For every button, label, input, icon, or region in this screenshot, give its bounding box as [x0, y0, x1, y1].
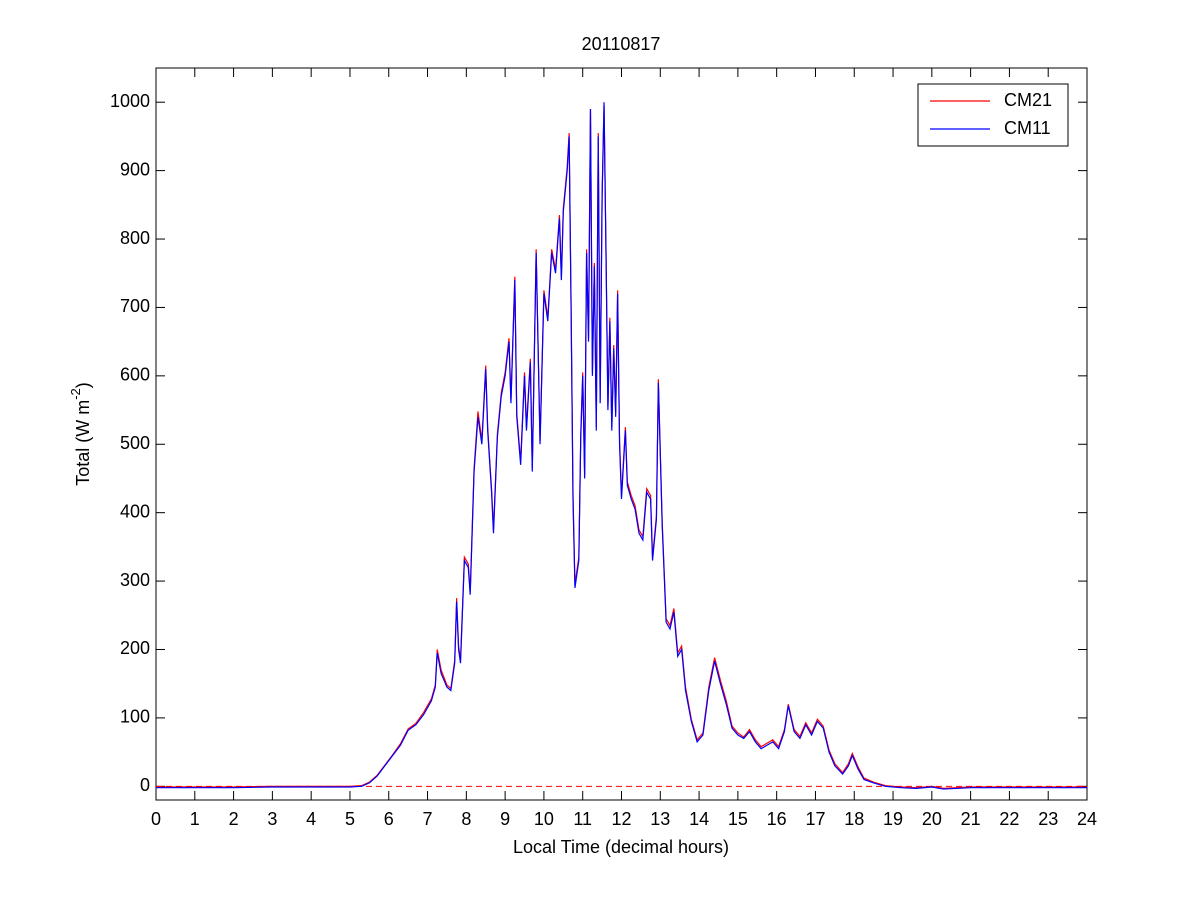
y-tick-label: 800 — [120, 228, 150, 248]
x-tick-label: 12 — [611, 809, 631, 829]
x-tick-label: 16 — [767, 809, 787, 829]
series-line — [156, 102, 1087, 790]
x-tick-label: 11 — [573, 809, 592, 829]
plot-area — [155, 67, 1088, 801]
y-tick-label: 400 — [120, 501, 150, 521]
y-axis-label: Total (W m-2) — [68, 382, 92, 486]
y-tick-label: 200 — [120, 638, 150, 658]
y-tick-label: 900 — [120, 159, 150, 179]
y-tick-label: 0 — [140, 775, 150, 795]
x-tick-label: 17 — [805, 809, 825, 829]
x-axis-label: Local Time (decimal hours) — [513, 837, 729, 857]
legend-box — [917, 83, 1069, 147]
x-tick-label: 20 — [922, 809, 942, 829]
legend-label: CM21 — [1004, 90, 1052, 110]
x-tick-label: 18 — [844, 809, 864, 829]
y-tick-label: 100 — [120, 707, 150, 727]
x-tick-label: 23 — [1038, 809, 1058, 829]
x-tick-label: 21 — [961, 809, 981, 829]
x-tick-label: 10 — [534, 809, 554, 829]
y-tick-label: 300 — [120, 570, 150, 590]
x-tick-label: 4 — [306, 809, 316, 829]
x-tick-label: 22 — [999, 809, 1019, 829]
x-tick-label: 15 — [728, 809, 748, 829]
x-tick-label: 7 — [423, 809, 433, 829]
y-tick-label: 700 — [120, 296, 150, 316]
x-tick-label: 6 — [384, 809, 394, 829]
y-tick-label: 600 — [120, 365, 150, 385]
chart-title: 20110817 — [582, 34, 661, 54]
x-tick-label: 1 — [190, 809, 200, 829]
x-tick-label: 24 — [1077, 809, 1097, 829]
x-tick-label: 0 — [151, 809, 161, 829]
x-tick-label: 8 — [461, 809, 471, 829]
x-tick-label: 5 — [345, 809, 355, 829]
x-tick-label: 3 — [267, 809, 277, 829]
y-tick-label: 500 — [120, 433, 150, 453]
x-tick-label: 19 — [883, 809, 903, 829]
y-label-suffix: ) — [73, 382, 93, 388]
x-tick-label: 9 — [500, 809, 510, 829]
x-tick-label: 2 — [229, 809, 239, 829]
y-label-text: Total (W m — [73, 400, 93, 486]
x-tick-label: 14 — [689, 809, 709, 829]
x-tick-label: 13 — [650, 809, 670, 829]
y-label-sup: -2 — [68, 388, 83, 400]
legend-label: CM11 — [1004, 118, 1051, 138]
y-tick-label: 1000 — [110, 91, 150, 111]
